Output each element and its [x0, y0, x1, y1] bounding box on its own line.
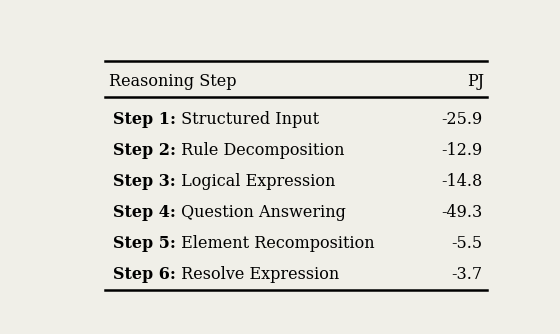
- Text: Step 6:: Step 6:: [113, 266, 176, 283]
- Text: Step 1:: Step 1:: [113, 111, 176, 128]
- Text: -25.9: -25.9: [441, 111, 482, 128]
- Text: -3.7: -3.7: [451, 266, 482, 283]
- Text: Question Answering: Question Answering: [176, 204, 346, 221]
- Text: Logical Expression: Logical Expression: [176, 173, 335, 190]
- Text: -5.5: -5.5: [451, 235, 482, 252]
- Text: Resolve Expression: Resolve Expression: [176, 266, 339, 283]
- Text: Step 3:: Step 3:: [113, 173, 176, 190]
- Text: -12.9: -12.9: [441, 142, 482, 159]
- Text: Reasoning Step: Reasoning Step: [109, 73, 236, 90]
- Text: Structured Input: Structured Input: [176, 111, 320, 128]
- Text: Element Recomposition: Element Recomposition: [176, 235, 375, 252]
- Text: -14.8: -14.8: [441, 173, 482, 190]
- Text: Step 5:: Step 5:: [113, 235, 176, 252]
- Text: Rule Decomposition: Rule Decomposition: [176, 142, 345, 159]
- Text: Step 4:: Step 4:: [113, 204, 176, 221]
- Text: -49.3: -49.3: [441, 204, 482, 221]
- Text: PJ: PJ: [468, 73, 484, 90]
- Text: Step 2:: Step 2:: [113, 142, 176, 159]
